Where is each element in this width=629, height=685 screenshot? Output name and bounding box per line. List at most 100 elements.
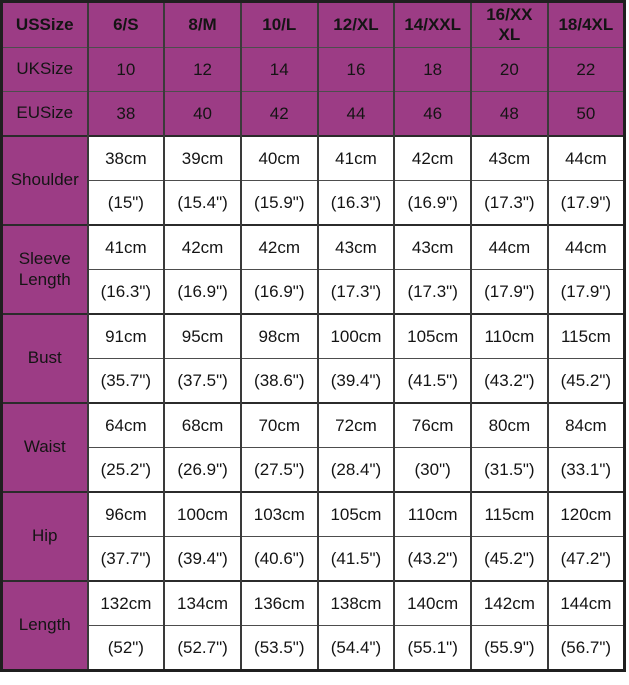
inch-value-cell: (37.5") bbox=[163, 358, 242, 404]
table-row: UKSize 10 12 14 16 18 20 22 bbox=[0, 47, 626, 92]
cm-value-cell: 43cm bbox=[393, 224, 473, 270]
inch-value-cell: (17.3") bbox=[316, 269, 396, 315]
inch-value-cell: (41.5") bbox=[316, 536, 396, 582]
cm-value-cell: 44cm bbox=[470, 224, 549, 270]
uksize-value: 14 bbox=[239, 47, 319, 92]
table-row: Bust 91cm 95cm 98cm 100cm 105cm 110cm 115cm bbox=[0, 313, 626, 404]
inch-value-cell: (15") bbox=[86, 180, 166, 226]
inch-value-cell: (16.9") bbox=[393, 180, 473, 226]
cm-value-cell: 38cm bbox=[86, 135, 166, 181]
inch-value-cell: (27.5") bbox=[239, 447, 319, 493]
cm-value-cell: 96cm bbox=[86, 491, 166, 537]
table-row: EUSize 38 40 42 44 46 48 50 bbox=[0, 91, 626, 137]
row-label-hip: Hip bbox=[0, 491, 89, 582]
row-label-length: Length bbox=[0, 580, 89, 671]
table-row: (35.7") (37.5") (38.6") (39.4") (41.5") (43.2… bbox=[2, 358, 626, 404]
cm-value-cell: 140cm bbox=[393, 580, 473, 626]
table-row: (37.7") (39.4") (40.6") (41.5") (43.2") (45.2… bbox=[2, 536, 626, 582]
inch-value-cell: (37.7") bbox=[86, 536, 166, 582]
inch-value-cell: (54.4") bbox=[316, 625, 396, 671]
inch-value-cell: (16.3") bbox=[86, 269, 166, 315]
cm-value-cell: 44cm bbox=[546, 224, 626, 270]
cm-value-cell: 42cm bbox=[239, 224, 319, 270]
inch-value-cell: (25.2") bbox=[86, 447, 166, 493]
cm-value-cell: 76cm bbox=[393, 402, 473, 448]
inch-value-cell: (28.4") bbox=[316, 447, 396, 493]
inch-value-cell: (30") bbox=[393, 447, 473, 493]
table-row: (16.3") (16.9") (16.9") (17.3") (17.3") (17.9… bbox=[2, 269, 626, 315]
inch-value-cell: (16.9") bbox=[163, 269, 242, 315]
inch-value-cell: (31.5") bbox=[470, 447, 549, 493]
cm-value-cell: 100cm bbox=[163, 491, 242, 537]
inch-value-cell: (16.3") bbox=[316, 180, 396, 226]
uksize-value: 18 bbox=[393, 47, 473, 92]
cm-value-cell: 84cm bbox=[546, 402, 626, 448]
inch-value-cell: (45.2") bbox=[470, 536, 549, 582]
size-chart-body: UKSize 10 12 14 16 18 20 22 EUSize 38 40 42 44 46 48 50… bbox=[0, 47, 626, 671]
cm-value-cell: 40cm bbox=[239, 135, 319, 181]
eusize-label: EUSize bbox=[0, 91, 89, 137]
size-chart-header: USSize 6/S 8/M 10/L 12/XL 14/XXL 16/XX XL 18/4X… bbox=[0, 1, 626, 48]
cm-value-cell: 41cm bbox=[316, 135, 396, 181]
cm-value-cell: 64cm bbox=[86, 402, 166, 448]
uksize-value: 22 bbox=[546, 47, 626, 92]
inch-value-cell: (35.7") bbox=[86, 358, 166, 404]
size-header-cell: 6/S bbox=[86, 1, 166, 48]
eusize-value: 38 bbox=[86, 91, 166, 137]
inch-value-cell: (15.4") bbox=[163, 180, 242, 226]
inch-value-cell: (41.5") bbox=[393, 358, 473, 404]
inch-value-cell: (56.7") bbox=[546, 625, 626, 671]
inch-value-cell: (17.3") bbox=[393, 269, 473, 315]
eusize-value: 42 bbox=[239, 91, 319, 137]
table-row: Length 132cm 134cm 136cm 138cm 140cm 142cm 144c… bbox=[0, 580, 626, 671]
cm-value-cell: 43cm bbox=[316, 224, 396, 270]
inch-value-cell: (52.7") bbox=[163, 625, 242, 671]
cm-value-cell: 110cm bbox=[393, 491, 473, 537]
cm-value-cell: 43cm bbox=[470, 135, 549, 181]
cm-value-cell: 42cm bbox=[163, 224, 242, 270]
table-row: (25.2") (26.9") (27.5") (28.4") (30") (31.5")… bbox=[2, 447, 626, 493]
inch-value-cell: (17.9") bbox=[546, 269, 626, 315]
eusize-value: 44 bbox=[316, 91, 396, 137]
inch-value-cell: (40.6") bbox=[239, 536, 319, 582]
inch-value-cell: (15.9") bbox=[239, 180, 319, 226]
cm-value-cell: 80cm bbox=[470, 402, 549, 448]
size-header-cell: 14/XXL bbox=[393, 1, 473, 48]
inch-value-cell: (38.6") bbox=[239, 358, 319, 404]
row-label-shoulder: Shoulder bbox=[0, 135, 89, 226]
table-row: Waist 64cm 68cm 70cm 72cm 76cm 80cm 84cm bbox=[0, 402, 626, 493]
cm-value-cell: 72cm bbox=[316, 402, 396, 448]
row-label-sleeve-length: Sleeve Length bbox=[0, 224, 89, 315]
table-row: Hip 96cm 100cm 103cm 105cm 110cm 115cm 120cm bbox=[0, 491, 626, 582]
size-header-cell: 18/4XL bbox=[546, 1, 626, 48]
cm-value-cell: 132cm bbox=[86, 580, 166, 626]
table-row: (52") (52.7") (53.5") (54.4") (55.1") (55.9")… bbox=[2, 625, 626, 671]
cm-value-cell: 44cm bbox=[546, 135, 626, 181]
eusize-value: 46 bbox=[393, 91, 473, 137]
eusize-value: 48 bbox=[470, 91, 549, 137]
us-size-corner-header: USSize bbox=[0, 1, 89, 48]
size-header-cell: 8/M bbox=[163, 1, 242, 48]
cm-value-cell: 136cm bbox=[239, 580, 319, 626]
inch-value-cell: (17.9") bbox=[470, 269, 549, 315]
cm-value-cell: 105cm bbox=[393, 313, 473, 359]
eusize-value: 40 bbox=[163, 91, 242, 137]
uksize-label: UKSize bbox=[0, 47, 89, 92]
cm-value-cell: 42cm bbox=[393, 135, 473, 181]
inch-value-cell: (43.2") bbox=[470, 358, 549, 404]
cm-value-cell: 115cm bbox=[470, 491, 549, 537]
inch-value-cell: (55.1") bbox=[393, 625, 473, 671]
size-header-cell: 16/XX XL bbox=[470, 1, 549, 48]
cm-value-cell: 142cm bbox=[470, 580, 549, 626]
cm-value-cell: 95cm bbox=[163, 313, 242, 359]
inch-value-cell: (17.9") bbox=[546, 180, 626, 226]
table-row: USSize 6/S 8/M 10/L 12/XL 14/XXL 16/XX XL 18/4X… bbox=[0, 1, 626, 48]
uksize-value: 10 bbox=[86, 47, 166, 92]
cm-value-cell: 144cm bbox=[546, 580, 626, 626]
table-row: Shoulder 38cm 39cm 40cm 41cm 42cm 43cm 44cm bbox=[0, 135, 626, 226]
cm-value-cell: 105cm bbox=[316, 491, 396, 537]
cm-value-cell: 115cm bbox=[546, 313, 626, 359]
inch-value-cell: (17.3") bbox=[470, 180, 549, 226]
inch-value-cell: (43.2") bbox=[393, 536, 473, 582]
